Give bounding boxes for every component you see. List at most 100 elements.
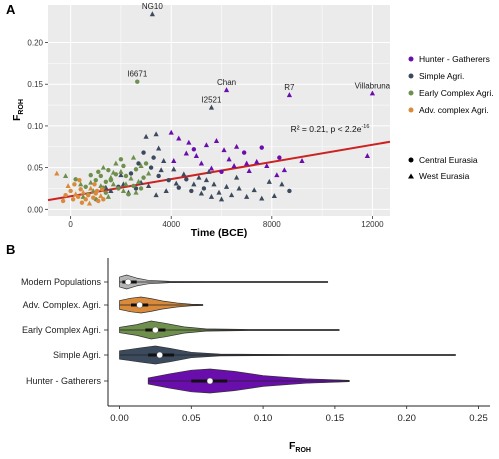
panel-a-x-axis-title: Time (BCE) [191,227,247,239]
data-point-adv [92,182,97,187]
data-point-hunter [299,158,305,163]
data-point-simple [153,192,159,198]
data-point-adv [78,187,83,192]
data-point-simple [244,193,250,199]
data-point-simple [216,189,222,195]
x-tick-label: 4000 [162,220,180,229]
data-point-simple [223,183,230,189]
panel-b-x-axis-title: FROH [289,440,311,454]
data-point-early [62,173,69,178]
data-point-simple [184,177,189,182]
data-point-early [141,175,146,180]
data-point-hunter [208,165,215,171]
data-point-early [126,192,131,197]
data-point-adv [60,198,66,204]
data-point-simple [201,186,207,191]
legend-label-central: Central Eurasia [419,155,478,165]
y-tick-label: 0.05 [27,164,43,173]
data-point-simple [236,185,242,191]
data-point-adv [72,182,77,187]
panel-b-category-labels: Modern Populations Adv. Complex. Agri. Ear… [21,277,108,386]
data-point-simple [189,188,194,194]
data-point-simple [251,187,257,193]
data-point-simple [218,196,225,202]
legend-label-adv: Adv. complex Agri. [419,105,489,115]
violin-median [206,377,214,385]
data-point-early [133,167,139,172]
data-point-hunter [274,172,280,178]
x-tick-label: 8000 [263,220,281,229]
data-point-hunter [183,150,189,156]
data-point-hunter [231,163,237,168]
data-point-adv [86,192,91,198]
data-point-early [103,190,109,195]
data-point-simple [145,183,152,189]
data-point-early [96,169,101,174]
legend-item-adv: Adv. complex Agri. [408,105,489,115]
data-point-adv [86,200,93,206]
data-point-adv [99,187,105,192]
data-point-hunter [171,158,177,163]
point-label: I6671 [127,70,148,79]
y-tick-label: 0.20 [27,39,43,48]
data-point-simple [206,168,212,174]
legend-marker-early [408,90,414,96]
category-label: Hunter - Gatherers [26,376,102,386]
data-point-simple [153,131,159,137]
data-point-early [78,181,84,187]
data-point-hunter [198,160,205,166]
data-point-early [143,161,149,166]
data-point-simple [161,158,167,163]
data-point-hunter [219,169,224,174]
data-point-adv [68,188,73,194]
data-point-early [138,186,144,191]
point-label: I2521 [201,96,222,105]
data-point-adv [77,177,82,183]
panel-a-label: A [6,2,16,17]
x-tick-label: 0.20 [397,413,416,424]
data-point-simple [208,193,215,199]
data-point-simple [108,188,114,194]
data-point-simple [128,171,134,176]
legend-marker-hunter [408,56,414,62]
data-point-adv [94,188,100,194]
category-label: Simple Agri. [53,350,101,360]
data-point-early [108,177,114,183]
data-point-early [128,175,134,181]
data-point-early [73,177,78,182]
data-point-hunter [226,156,232,162]
data-point-early [145,170,152,176]
panel-a-plot-area [48,5,390,216]
data-point-early [93,177,98,183]
data-point-adv [70,197,76,202]
data-point-early [83,184,88,190]
data-point-early [130,154,137,160]
data-point-simple [279,181,285,187]
violin-median [156,351,163,359]
data-point-early [88,172,93,178]
data-point-hunter [221,147,227,153]
data-point-adv [101,197,106,202]
x-tick-label: 12000 [361,220,384,229]
data-point-early [138,163,144,168]
data-point-adv [83,197,88,202]
data-point-simple [118,172,124,178]
point-label: R7 [284,83,295,92]
data-point-early [110,181,116,187]
data-point-simple [191,181,197,187]
data-point-early [118,157,124,162]
violin-median [124,278,132,286]
data-point-simple [156,173,161,179]
data-point-hunter [186,139,192,145]
data-point-simple [259,195,265,201]
legend-marker-adv [408,107,414,113]
violin-median [136,301,143,309]
labeled-point [149,11,155,17]
data-point-hunter [213,138,220,143]
legend-item-west: West Eurasia [408,171,470,181]
panel-a-legend: Hunter - Gatherers Simple Agri. Early Co… [408,54,494,181]
data-point-simple [141,150,146,155]
data-point-early [98,173,104,179]
data-point-early [116,186,121,191]
data-point-adv [96,198,101,204]
